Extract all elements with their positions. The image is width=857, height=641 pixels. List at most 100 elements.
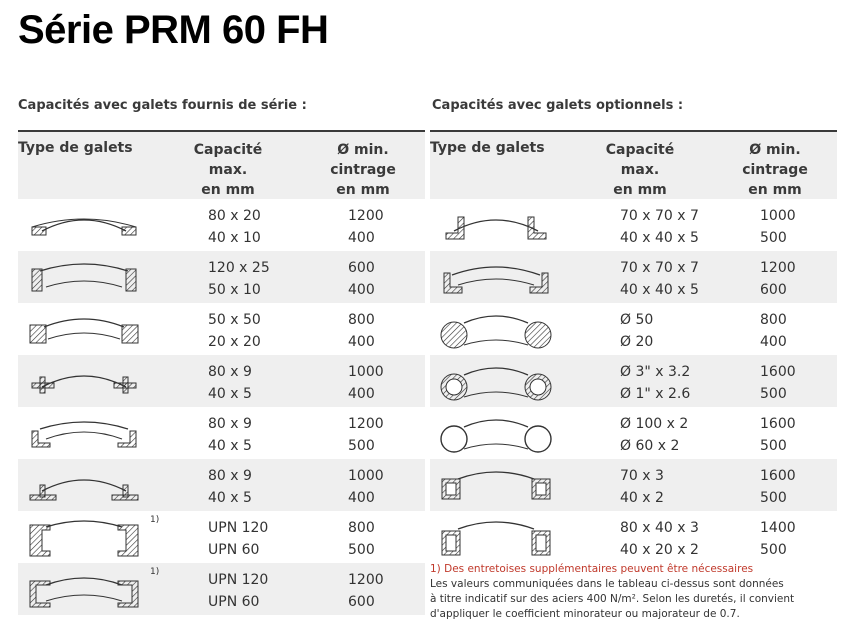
angle-edge-roll-icon xyxy=(443,266,549,294)
min-diameter-cell: 1200 600 xyxy=(348,569,384,613)
capacity-value: 20 x 20 xyxy=(208,334,261,350)
min-diameter-value: 500 xyxy=(348,438,375,454)
min-diameter-value: 1200 xyxy=(348,572,384,588)
header-line: Capacité xyxy=(193,142,263,158)
tee-flange-roll-icon xyxy=(31,375,137,394)
capacity-value: 80 x 20 xyxy=(208,208,261,224)
min-diameter-value: 800 xyxy=(348,520,375,536)
min-diameter-cell: 1600 500 xyxy=(760,413,796,457)
min-diameter-cell: 800 400 xyxy=(348,309,375,353)
table-row: 70 x 70 x 7 40 x 40 x 5 1200 600 xyxy=(430,251,837,303)
capacity-cell: Ø 50 Ø 20 xyxy=(620,309,653,353)
header-line: Ø min. xyxy=(749,142,801,158)
min-diameter-cell: 800 400 xyxy=(760,309,787,353)
min-diameter-value: 1400 xyxy=(760,520,796,536)
capacity-cell: 70 x 70 x 7 40 x 40 x 5 xyxy=(620,205,699,249)
capacity-cell: 70 x 3 40 x 2 xyxy=(620,465,664,509)
capacity-value: UPN 60 xyxy=(208,542,260,558)
min-diameter-cell: 1600 500 xyxy=(760,465,796,509)
min-diameter-cell: 1000 500 xyxy=(760,205,796,249)
table-row: Ø 3" x 3.2 Ø 1" x 2.6 1600 500 xyxy=(430,355,837,407)
min-diameter-value: 400 xyxy=(348,282,375,298)
footnote-marker: 1) xyxy=(150,567,160,577)
capacity-value: 40 x 40 x 5 xyxy=(620,230,699,246)
capacity-value: 50 x 10 xyxy=(208,282,261,298)
min-diameter-cell: 600 400 xyxy=(348,257,375,301)
capacity-value: 50 x 50 xyxy=(208,312,261,328)
table-row: 70 x 70 x 7 40 x 40 x 5 1000 500 xyxy=(430,199,837,251)
table-row: 1) UPN 120 UPN 60 1200 600 xyxy=(18,563,425,615)
capacity-value: 40 x 5 xyxy=(208,438,252,454)
header-line: en mm xyxy=(201,182,255,198)
table-header: Type de galets Capacité max. en mm Ø min. c… xyxy=(18,130,425,199)
table-row: 80 x 9 40 x 5 1000 400 xyxy=(18,355,425,407)
angle-in-roll-icon xyxy=(445,216,547,240)
table-row: 1) UPN 120 UPN 60 800 500 xyxy=(18,511,425,563)
capacity-value: Ø 3" x 3.2 xyxy=(620,364,691,380)
note-line: Les valeurs communiquées dans le tableau… xyxy=(430,578,784,590)
capacity-cell: 120 x 25 50 x 10 xyxy=(208,257,270,301)
tube-roll-icon xyxy=(440,419,552,453)
min-diameter-value: 1000 xyxy=(348,468,384,484)
capacity-cell: UPN 120 UPN 60 xyxy=(208,569,268,613)
capacity-value: 70 x 3 xyxy=(620,468,664,484)
header-line: en mm xyxy=(748,182,802,198)
capacity-cell: 80 x 40 x 3 40 x 20 x 2 xyxy=(620,517,699,561)
capacity-cell: UPN 120 UPN 60 xyxy=(208,517,268,561)
min-diameter-value: 800 xyxy=(760,312,787,328)
capacity-value: Ø 60 x 2 xyxy=(620,438,680,454)
min-diameter-cell: 1600 500 xyxy=(760,361,796,405)
capacity-cell: 80 x 9 40 x 5 xyxy=(208,361,252,405)
square-tube-roll-icon xyxy=(441,471,551,500)
round-bar-roll-icon xyxy=(440,315,552,349)
table-row: Ø 50 Ø 20 800 400 xyxy=(430,303,837,355)
capacity-value: 80 x 9 xyxy=(208,364,252,380)
min-diameter-value: 400 xyxy=(348,386,375,402)
left-section-heading: Capacités avec galets fournis de série : xyxy=(18,98,307,113)
col-capacity: Capacité max. en mm xyxy=(183,140,273,200)
header-line: cintrage xyxy=(330,162,396,178)
min-diameter-value: 1200 xyxy=(760,260,796,276)
rect-tube-roll-icon xyxy=(441,521,551,556)
capacity-value: 40 x 5 xyxy=(208,490,252,506)
min-diameter-value: 600 xyxy=(760,282,787,298)
note-line: d'appliquer le coefficient minorateur ou… xyxy=(430,608,740,620)
capacity-value: Ø 50 xyxy=(620,312,654,328)
min-diameter-value: 1600 xyxy=(760,468,796,484)
min-diameter-value: 800 xyxy=(348,312,375,328)
min-diameter-value: 500 xyxy=(348,542,375,558)
capacity-value: Ø 100 x 2 xyxy=(620,416,689,432)
standard-rollers-table: Type de galets Capacité max. en mm Ø min. c… xyxy=(18,130,425,615)
capacity-cell: 80 x 20 40 x 10 xyxy=(208,205,261,249)
min-diameter-value: 400 xyxy=(348,490,375,506)
footnote-1: 1) Des entretoises supplémentaires peuve… xyxy=(430,563,754,575)
min-diameter-value: 600 xyxy=(348,260,375,276)
capacity-value: Ø 1" x 2.6 xyxy=(620,386,691,402)
table-row: 80 x 20 40 x 10 1200 400 xyxy=(18,199,425,251)
min-diameter-value: 500 xyxy=(760,490,787,506)
capacity-value: UPN 120 xyxy=(208,572,269,588)
table-row: Ø 100 x 2 Ø 60 x 2 1600 500 xyxy=(430,407,837,459)
header-line: Capacité xyxy=(605,142,675,158)
capacity-value: 70 x 70 x 7 xyxy=(620,260,699,276)
table-row: 50 x 50 20 x 20 800 400 xyxy=(18,303,425,355)
optional-rollers-table: Type de galets Capacité max. en mm Ø min. c… xyxy=(430,130,837,563)
min-diameter-value: 1600 xyxy=(760,364,796,380)
right-section-heading: Capacités avec galets optionnels : xyxy=(432,98,684,113)
min-diameter-value: 1000 xyxy=(348,364,384,380)
flat-bar-roll-icon xyxy=(31,218,137,236)
min-diameter-cell: 1400 500 xyxy=(760,517,796,561)
col-min-diameter: Ø min. cintrage en mm xyxy=(323,140,403,200)
col-type: Type de galets xyxy=(18,140,133,156)
table-row: 80 x 9 40 x 5 1200 500 xyxy=(18,407,425,459)
capacity-cell: 70 x 70 x 7 40 x 40 x 5 xyxy=(620,257,699,301)
min-diameter-value: 400 xyxy=(348,334,375,350)
capacity-cell: Ø 100 x 2 Ø 60 x 2 xyxy=(620,413,688,457)
capacity-cell: Ø 3" x 3.2 Ø 1" x 2.6 xyxy=(620,361,690,405)
col-capacity: Capacité max. en mm xyxy=(595,140,685,200)
table-row: 120 x 25 50 x 10 600 400 xyxy=(18,251,425,303)
header-line: en mm xyxy=(613,182,667,198)
header-line: en mm xyxy=(336,182,390,198)
capacity-cell: 50 x 50 20 x 20 xyxy=(208,309,261,353)
angle-out-roll-icon xyxy=(31,421,137,448)
